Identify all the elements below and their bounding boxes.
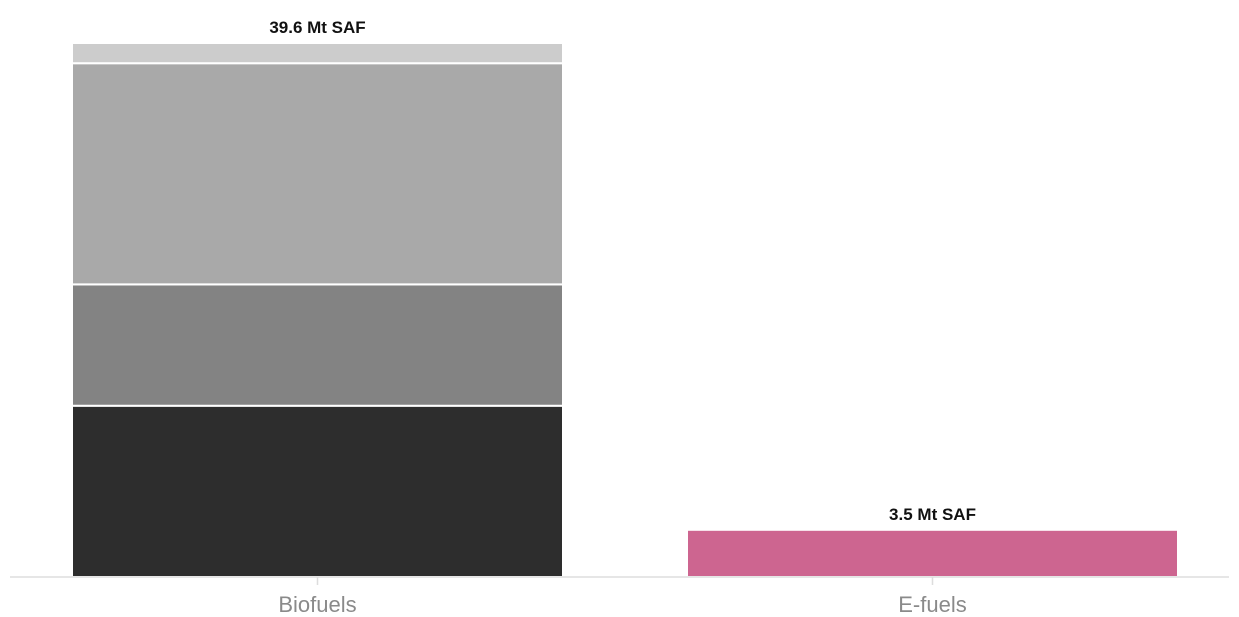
biofuels-category-label: Biofuels bbox=[278, 592, 356, 617]
biofuels-bar-segment-1 bbox=[71, 404, 564, 578]
e-fuels-bar-segment-1 bbox=[686, 528, 1179, 579]
bars-layer bbox=[71, 42, 1179, 579]
biofuels-bar-segment-3 bbox=[71, 62, 564, 286]
labels-layer: 39.6 Mt SAF Biofuels 3.5 Mt SAF E-fuels bbox=[269, 18, 976, 617]
biofuels-bar-segment-4 bbox=[71, 42, 564, 65]
e-fuels-category-label: E-fuels bbox=[898, 592, 966, 617]
biofuels-bar-segment-2 bbox=[71, 283, 564, 407]
x-axis-ticks bbox=[316, 577, 934, 585]
biofuels-total-label: 39.6 Mt SAF bbox=[269, 18, 365, 37]
e-fuels-total-label: 3.5 Mt SAF bbox=[889, 505, 976, 524]
